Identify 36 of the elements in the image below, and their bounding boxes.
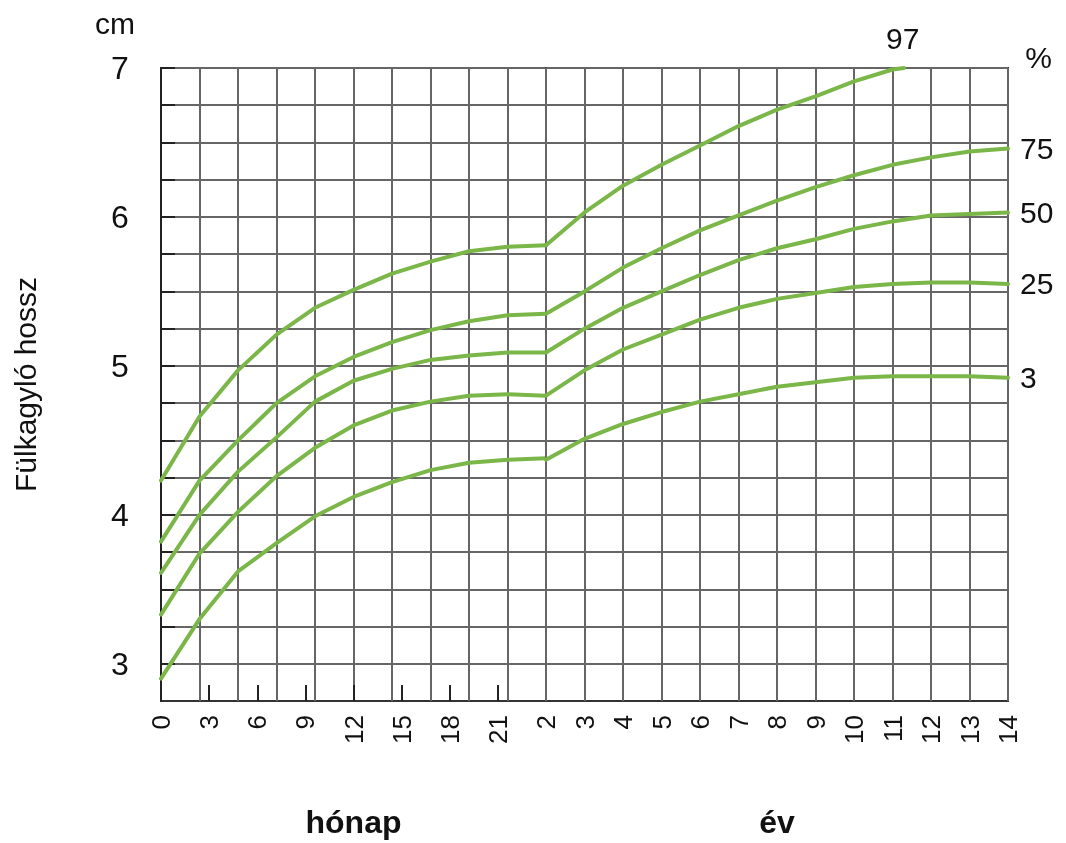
y-tick-label: 3 bbox=[111, 645, 129, 682]
series-label: 25 bbox=[1020, 267, 1054, 301]
x-tick-label: 18 bbox=[434, 715, 465, 744]
series-label: 50 bbox=[1020, 195, 1054, 229]
x-tick-label: 9 bbox=[290, 715, 321, 730]
x-tick-label: 9 bbox=[800, 715, 831, 730]
x-tick-label: 6 bbox=[685, 715, 715, 730]
x-tick-label: 8 bbox=[762, 715, 792, 730]
x-tick-label: 12 bbox=[338, 715, 369, 744]
x-tick-label: 3 bbox=[569, 715, 600, 730]
x-tick-label: 2 bbox=[531, 715, 561, 730]
y-tick-label: 4 bbox=[111, 496, 129, 533]
y-tick-label: 7 bbox=[111, 50, 129, 86]
x-axis-title: hónap bbox=[305, 804, 402, 840]
x-tick-label: 0 bbox=[146, 715, 176, 730]
series-label: 3 bbox=[1020, 361, 1037, 395]
x-tick-label: 5 bbox=[646, 715, 677, 730]
x-tick-label: 21 bbox=[482, 715, 513, 744]
x-tick-label: 15 bbox=[386, 715, 417, 744]
x-tick-label: 12 bbox=[916, 715, 946, 744]
text: % bbox=[1025, 40, 1053, 74]
y-axis-title: Fülkagyló hossz bbox=[8, 276, 42, 493]
series-label: 75 bbox=[1020, 131, 1054, 165]
x-tick-label: 3 bbox=[194, 715, 225, 730]
x-tick-label: 11 bbox=[877, 715, 908, 742]
x-tick-label: 4 bbox=[608, 715, 638, 730]
x-tick-label: 7 bbox=[723, 715, 754, 730]
y-tick-label: 6 bbox=[111, 198, 129, 235]
x-tick-label: 6 bbox=[242, 715, 273, 730]
x-tick-label: 13 bbox=[954, 715, 985, 744]
series-label: 97 bbox=[886, 21, 920, 55]
text: cm bbox=[95, 6, 135, 40]
x-tick-label: 14 bbox=[993, 715, 1023, 744]
x-axis-title: év bbox=[759, 804, 795, 840]
x-tick-label: 10 bbox=[839, 715, 869, 744]
y-tick-label: 5 bbox=[111, 347, 129, 384]
